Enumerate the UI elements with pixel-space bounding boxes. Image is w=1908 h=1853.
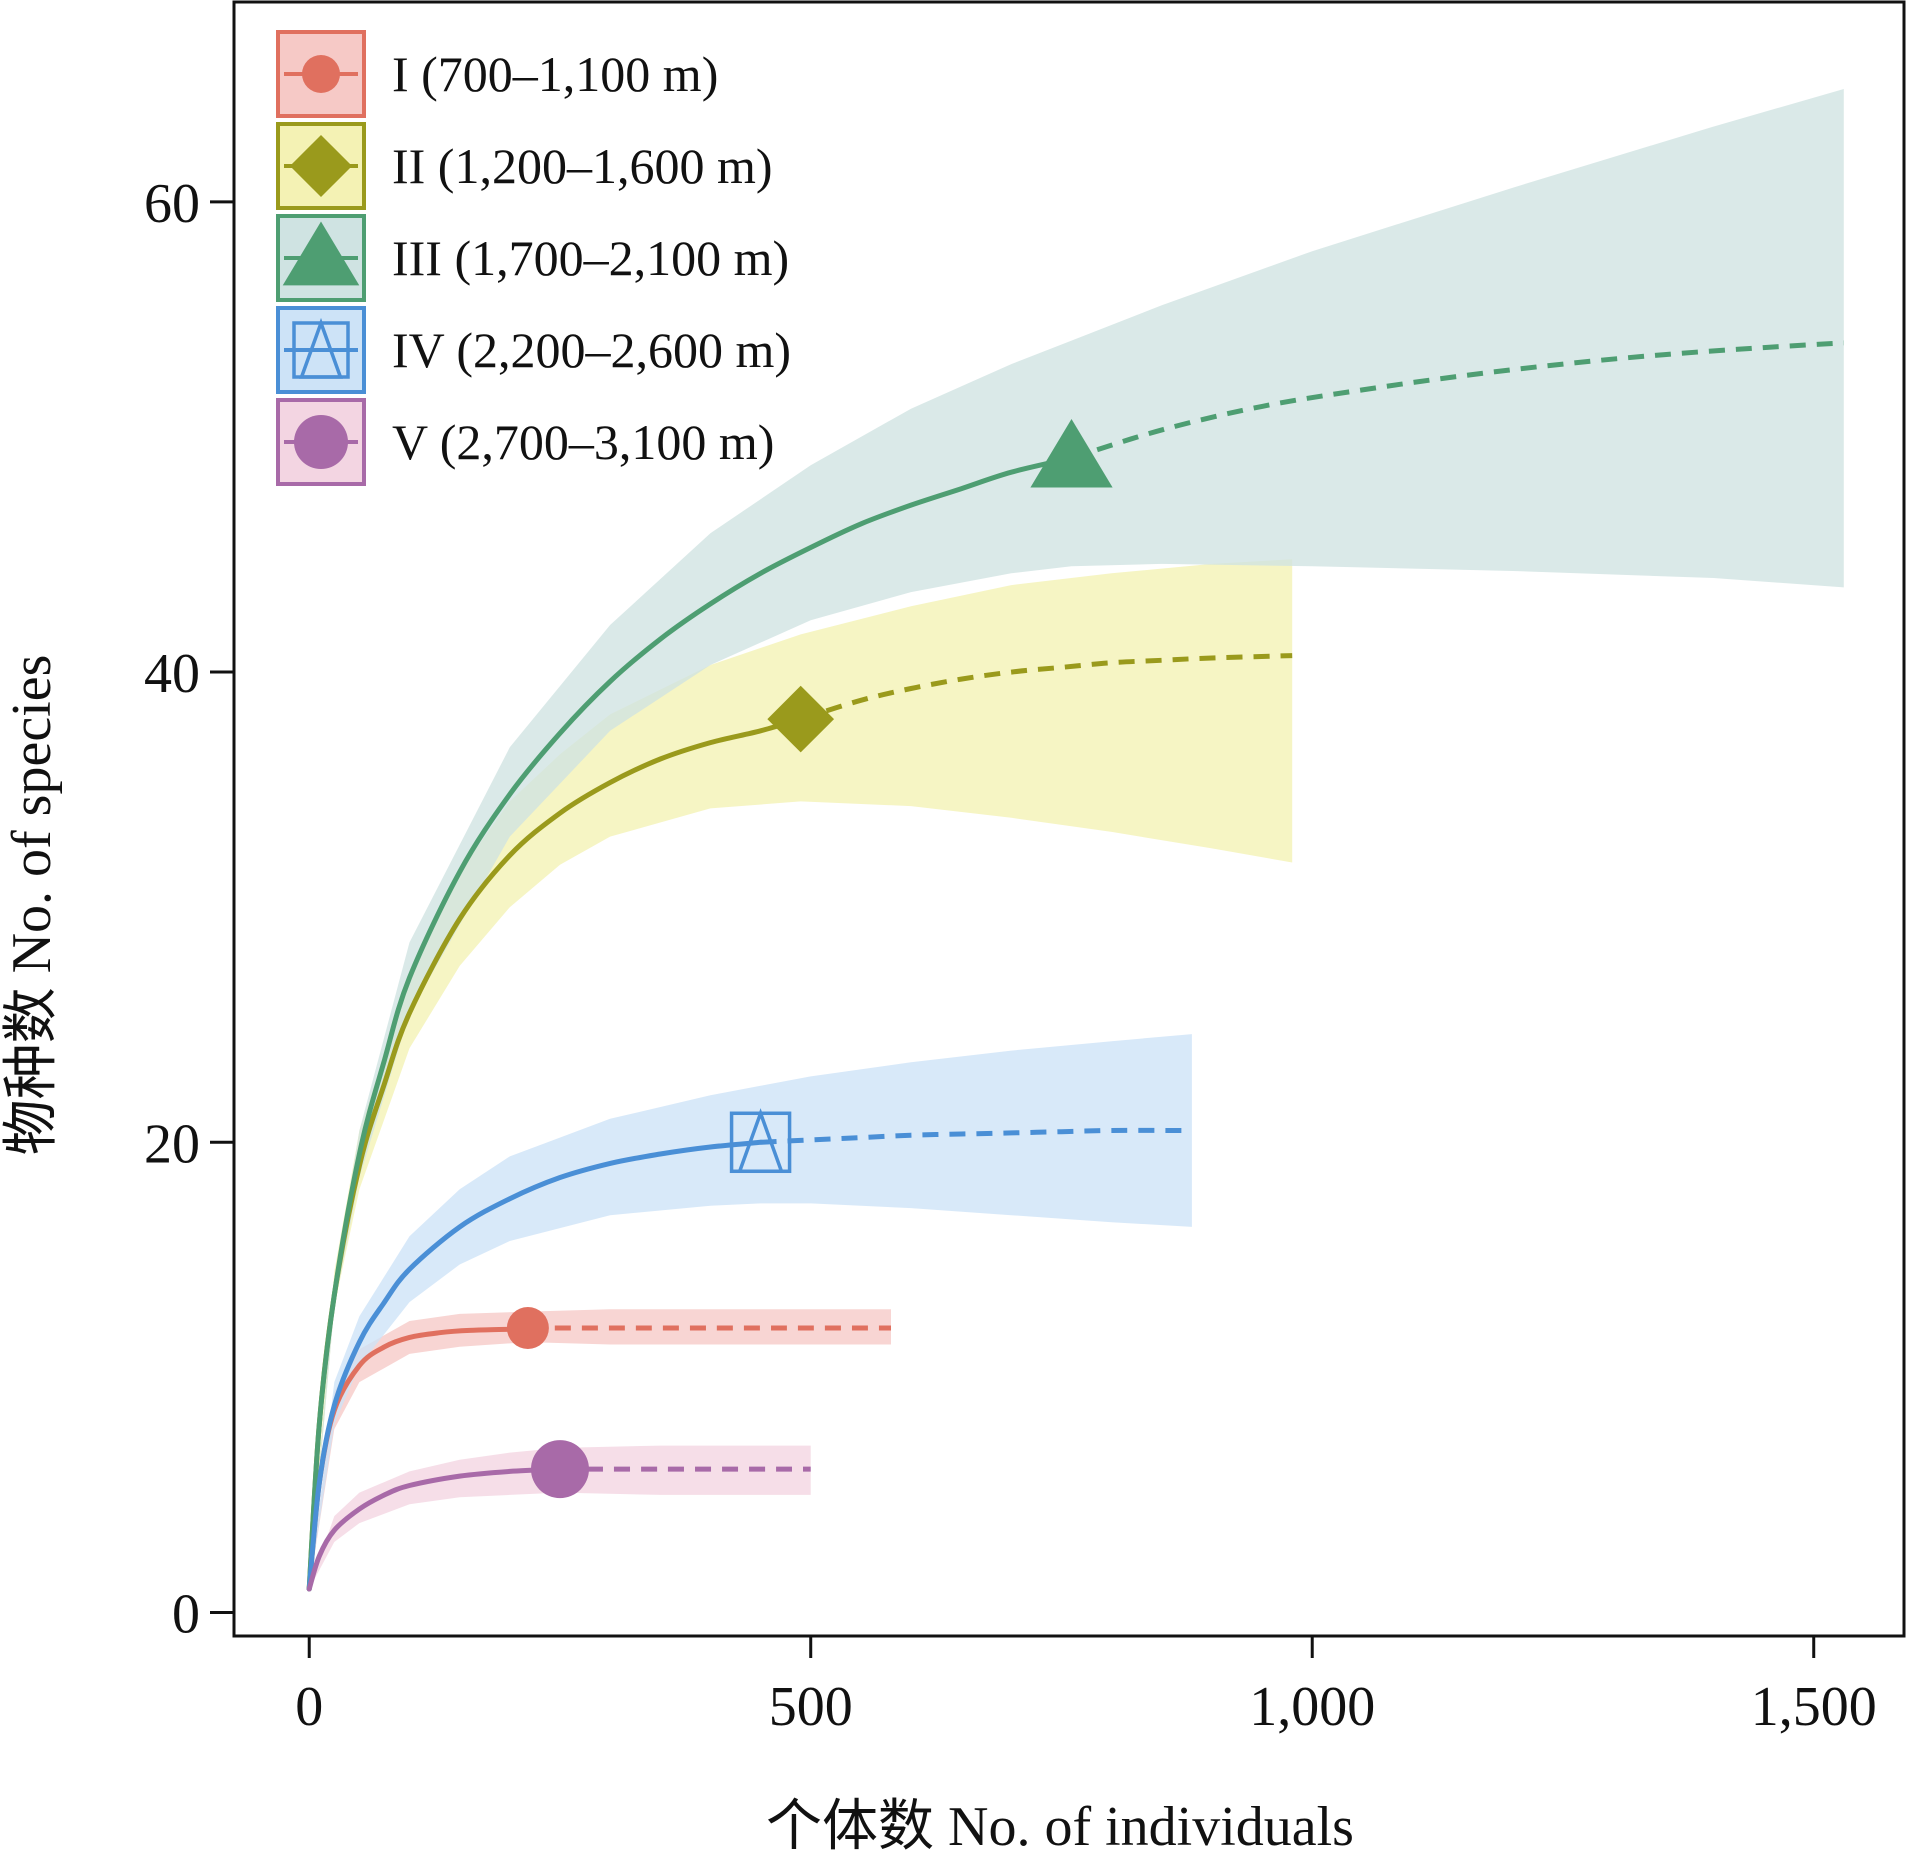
legend-item-4: IV (2,200–2,600 m) <box>276 306 791 394</box>
legend-item-2: II (1,200–1,600 m) <box>276 122 773 210</box>
legend-marker <box>292 317 350 379</box>
x-tick-label: 1,500 <box>1751 1676 1877 1738</box>
extrapolated-line-4 <box>760 1127 1192 1145</box>
legend-label: III (1,700–2,100 m) <box>392 230 789 286</box>
observed-markers <box>506 418 1113 1499</box>
interpolated-line-5 <box>306 1466 563 1592</box>
legend-label: II (1,200–1,600 m) <box>392 138 773 194</box>
interpolated-line-3 <box>306 455 1074 1592</box>
legend-marker <box>282 221 360 286</box>
observed-marker-5 <box>530 1440 589 1499</box>
extrapolated-line-3 <box>1070 340 1844 461</box>
series-lines <box>306 340 1844 1592</box>
legend-label: V (2,700–3,100 m) <box>392 414 774 470</box>
legend-marker <box>289 134 353 198</box>
observed-marker-2 <box>767 685 835 753</box>
x-tick-label: 1,000 <box>1249 1676 1375 1738</box>
legend-item-1: I (700–1,100 m) <box>276 30 718 118</box>
y-axis-ticks: 0 20 40 60 <box>144 173 234 1645</box>
x-axis-ticks: 0 500 1,000 1,500 <box>295 1636 1877 1738</box>
legend-marker <box>302 55 340 93</box>
extrapolated-line-2 <box>799 653 1293 722</box>
y-tick-label: 20 <box>144 1113 200 1175</box>
ci-band-3 <box>309 89 1844 1589</box>
plot-frame <box>232 0 1906 1638</box>
legend-label: I (700–1,100 m) <box>392 46 718 102</box>
y-tick-label: 0 <box>172 1583 200 1645</box>
ci-band-4 <box>309 1034 1192 1589</box>
legend-item-5: V (2,700–3,100 m) <box>276 398 774 486</box>
observed-marker-4 <box>729 1108 792 1174</box>
observed-marker-3 <box>1030 418 1113 488</box>
observed-marker-1 <box>506 1307 549 1350</box>
legend-marker <box>294 415 348 469</box>
x-tick-label: 0 <box>295 1676 323 1738</box>
ci-band-1 <box>309 1309 891 1589</box>
legend-label: IV (2,200–2,600 m) <box>392 322 791 378</box>
legend: I (700–1,100 m) II (1,200–1,600 m) III (1,… <box>276 30 791 486</box>
y-tick-label: 40 <box>144 643 200 705</box>
x-tick-label: 500 <box>769 1676 853 1738</box>
legend-item-3: III (1,700–2,100 m) <box>276 214 789 302</box>
y-axis-title: 物种数 No. of species <box>1 655 63 1156</box>
y-tick-label: 60 <box>144 173 200 235</box>
interpolated-line-4 <box>306 1139 764 1592</box>
x-axis-title: 个体数 No. of individuals <box>766 1796 1354 1853</box>
